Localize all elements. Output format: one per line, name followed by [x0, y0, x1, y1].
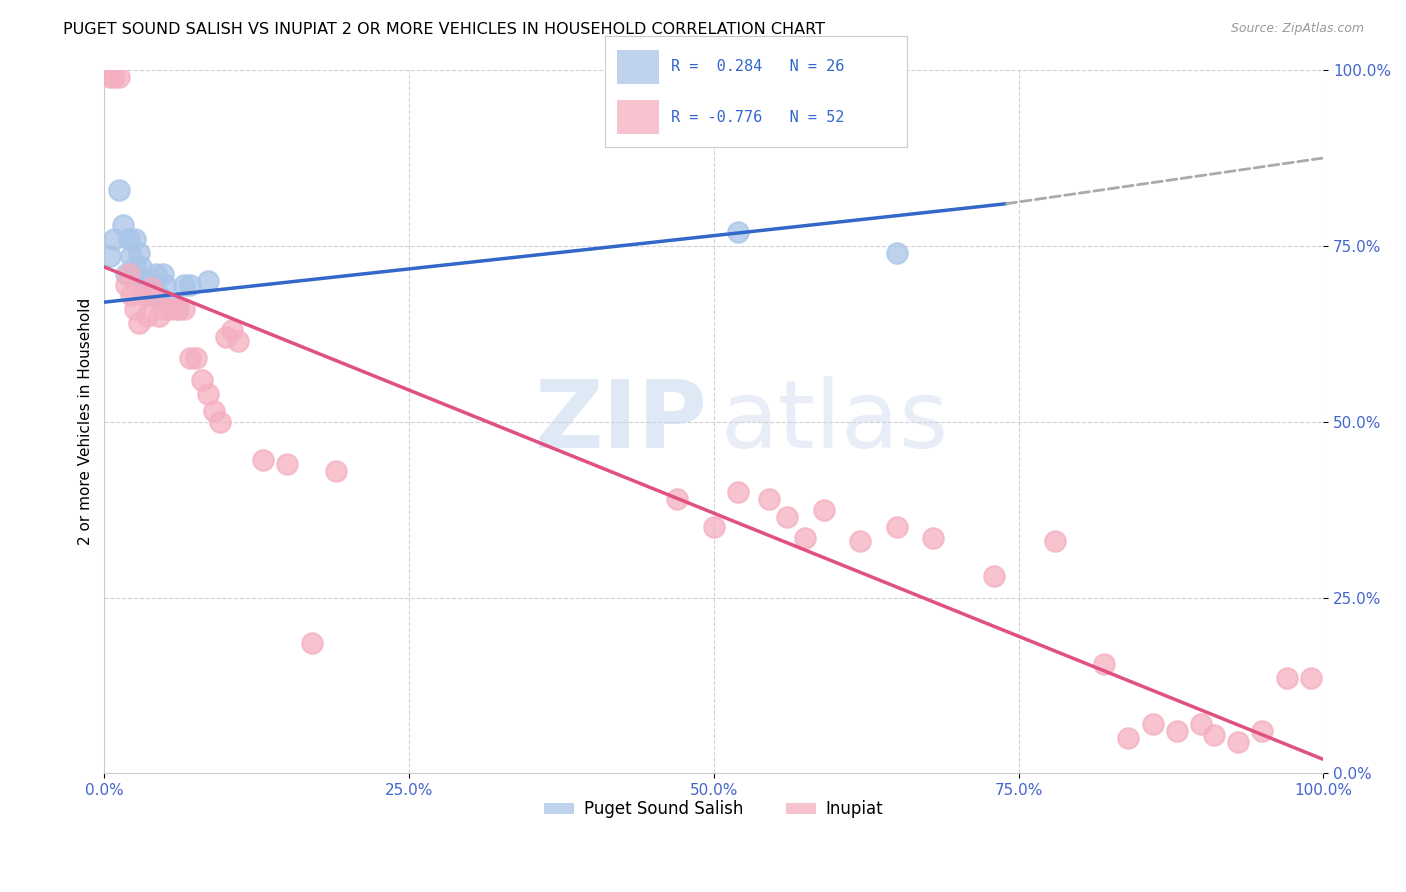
Point — [983, 569, 1005, 583]
Point — [160, 302, 183, 317]
Text: ZIP: ZIP — [534, 376, 707, 467]
Point — [252, 453, 274, 467]
Point — [115, 277, 138, 292]
Point — [100, 70, 122, 84]
Point — [148, 288, 170, 302]
Point — [1092, 657, 1115, 672]
Point — [179, 277, 201, 292]
Bar — [617, 50, 659, 84]
Point — [129, 260, 152, 274]
Point — [276, 457, 298, 471]
Point — [886, 520, 908, 534]
Point — [849, 534, 872, 549]
Point — [215, 330, 238, 344]
Point — [776, 509, 799, 524]
Point — [703, 520, 725, 534]
Point — [1043, 534, 1066, 549]
Point — [139, 277, 162, 292]
Point — [727, 225, 749, 239]
Point — [136, 281, 159, 295]
Point — [173, 277, 195, 292]
Point — [108, 70, 131, 84]
Point — [886, 246, 908, 260]
Y-axis label: 2 or more Vehicles in Household: 2 or more Vehicles in Household — [79, 298, 93, 545]
Text: atlas: atlas — [720, 376, 948, 467]
Point — [1202, 728, 1225, 742]
Point — [139, 281, 162, 295]
Point — [221, 323, 243, 337]
Text: R = -0.776   N = 52: R = -0.776 N = 52 — [671, 110, 845, 125]
Point — [152, 267, 174, 281]
Point — [325, 464, 347, 478]
Point — [115, 267, 138, 281]
Point — [100, 250, 122, 264]
Point — [197, 274, 219, 288]
Point — [191, 372, 214, 386]
Point — [209, 415, 232, 429]
Point — [136, 310, 159, 324]
Point — [111, 218, 134, 232]
Text: PUGET SOUND SALISH VS INUPIAT 2 OR MORE VEHICLES IN HOUSEHOLD CORRELATION CHART: PUGET SOUND SALISH VS INUPIAT 2 OR MORE … — [63, 22, 825, 37]
Text: R =  0.284   N = 26: R = 0.284 N = 26 — [671, 60, 845, 74]
Point — [124, 232, 146, 246]
Point — [727, 485, 749, 500]
Point — [179, 351, 201, 366]
Point — [228, 334, 250, 348]
Point — [120, 250, 142, 264]
Point — [1226, 735, 1249, 749]
Point — [1142, 717, 1164, 731]
Point — [1251, 724, 1274, 739]
Point — [128, 246, 150, 260]
Point — [128, 316, 150, 330]
Point — [1189, 717, 1212, 731]
Point — [120, 288, 142, 302]
Point — [103, 70, 125, 84]
Point — [1166, 724, 1188, 739]
Point — [148, 310, 170, 324]
Point — [301, 636, 323, 650]
Point — [794, 531, 817, 545]
Point — [145, 267, 167, 281]
Point — [155, 302, 177, 317]
Point — [118, 267, 141, 281]
Point — [1275, 672, 1298, 686]
Point — [184, 351, 207, 366]
Point — [160, 299, 183, 313]
Point — [166, 302, 188, 317]
Point — [124, 260, 146, 274]
Point — [173, 302, 195, 317]
Point — [155, 277, 177, 292]
Point — [142, 288, 165, 302]
Point — [197, 386, 219, 401]
Point — [1116, 731, 1139, 746]
Point — [103, 232, 125, 246]
Point — [132, 288, 155, 302]
Text: Source: ZipAtlas.com: Source: ZipAtlas.com — [1230, 22, 1364, 36]
Point — [142, 288, 165, 302]
Point — [202, 404, 225, 418]
Point — [1299, 672, 1322, 686]
Point — [758, 492, 780, 507]
Point — [132, 274, 155, 288]
Bar — [617, 101, 659, 134]
Point — [813, 502, 835, 516]
Legend: Puget Sound Salish, Inupiat: Puget Sound Salish, Inupiat — [538, 794, 890, 825]
Point — [118, 232, 141, 246]
Point — [166, 302, 188, 317]
Point — [922, 531, 945, 545]
Point — [108, 183, 131, 197]
Point — [666, 492, 689, 507]
Point — [124, 302, 146, 317]
